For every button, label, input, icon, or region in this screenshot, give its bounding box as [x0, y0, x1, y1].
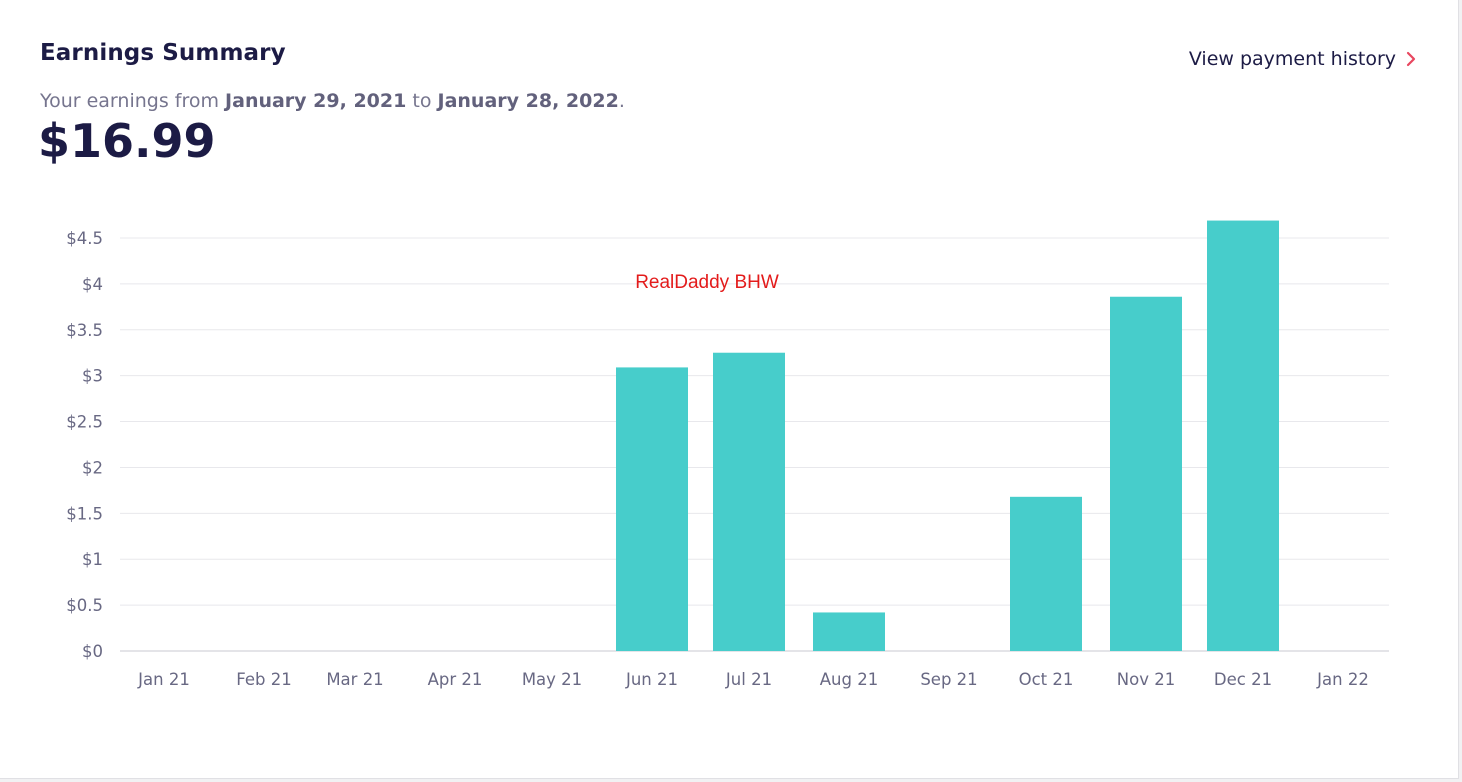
x-tick-label: Dec 21 [1214, 670, 1272, 689]
x-tick-label: Jul 21 [725, 670, 772, 689]
x-tick-label: Jan 21 [137, 670, 190, 689]
y-tick-label: $2.5 [66, 413, 103, 432]
range-connector: to [412, 90, 432, 112]
watermark-text: RealDaddy BHW [635, 272, 779, 293]
bar-aug-21[interactable] [813, 612, 885, 651]
view-payment-history-link[interactable]: View payment history [1189, 48, 1418, 70]
y-tick-label: $1 [82, 550, 103, 569]
y-axis-ticks: $0 $0.5 $1 $1.5 $2 $2.5 $3 $3.5 $4 $4.5 [66, 229, 103, 661]
y-tick-label: $0 [82, 642, 103, 661]
bar-nov-21[interactable] [1110, 296, 1182, 651]
y-tick-label: $3.5 [66, 321, 103, 340]
range-end-date: January 28, 2022 [437, 90, 619, 112]
chart-bars [616, 220, 1279, 651]
chevron-right-icon [1406, 51, 1416, 67]
x-tick-label: May 21 [522, 670, 582, 689]
y-tick-label: $3 [82, 367, 103, 386]
total-earnings: $16.99 [38, 114, 216, 168]
x-tick-label: Apr 21 [428, 670, 483, 689]
x-tick-label: Jan 22 [1316, 670, 1369, 689]
view-payment-history-label: View payment history [1188, 48, 1396, 70]
x-axis-ticks: Jan 21 Feb 21 Mar 21 Apr 21 May 21 Jun 21 Jul … [137, 670, 1369, 689]
x-tick-label: Sep 21 [920, 670, 977, 689]
bar-jul-21[interactable] [713, 352, 785, 651]
x-tick-label: Jun 21 [625, 670, 678, 689]
x-tick-label: Oct 21 [1019, 670, 1074, 689]
page-title: Earnings Summary [40, 40, 286, 66]
range-start-date: January 29, 2021 [225, 90, 407, 112]
y-tick-label: $4.5 [66, 229, 103, 248]
y-tick-label: $1.5 [66, 504, 103, 523]
x-tick-label: Mar 21 [326, 670, 383, 689]
earnings-range-text: Your earnings from January 29, 2021 to J… [40, 90, 625, 112]
x-tick-label: Feb 21 [236, 670, 291, 689]
range-suffix: . [618, 90, 625, 112]
y-tick-label: $4 [82, 275, 103, 294]
y-tick-label: $2 [82, 458, 103, 477]
range-prefix: Your earnings from [40, 90, 219, 112]
bar-oct-21[interactable] [1010, 496, 1082, 651]
bar-dec-21[interactable] [1207, 220, 1279, 651]
x-tick-label: Aug 21 [820, 670, 878, 689]
x-tick-label: Nov 21 [1117, 670, 1175, 689]
bar-jun-21[interactable] [616, 367, 688, 651]
y-tick-label: $0.5 [66, 596, 103, 615]
